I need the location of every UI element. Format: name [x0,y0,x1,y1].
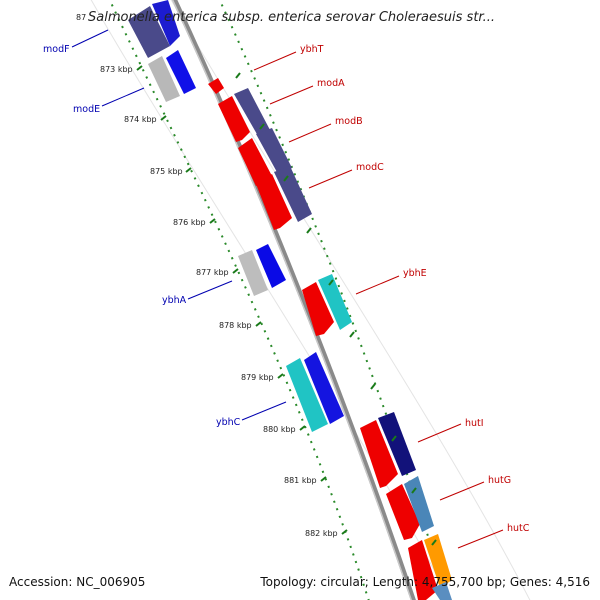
forward-ticks [235,72,437,546]
tick-label-875: 875 kbp [150,167,183,176]
label-modC[interactable]: modC [356,162,384,173]
tick-label-882: 882 kbp [305,529,338,538]
leader-hutI [417,423,462,443]
leader-modA [269,85,314,105]
label-ybhA[interactable]: ybhA [162,295,187,306]
label-modA[interactable]: modA [317,78,345,89]
gene-modA[interactable] [218,88,270,142]
label-modE[interactable]: modE [73,104,100,115]
leader-hutC [457,529,504,549]
gene-modB[interactable] [238,128,292,186]
tick-label-873: 873 kbp [100,65,133,74]
label-hutG[interactable]: hutG [488,475,511,486]
leader-modC [308,169,353,189]
gene-modF[interactable] [128,0,180,58]
gene-hutC[interactable] [408,534,452,600]
gene-modE[interactable] [148,50,196,102]
leader-modE [101,87,145,107]
label-ybhC[interactable]: ybhC [216,417,241,428]
gene-ybhT[interactable] [208,78,224,94]
label-ybhT[interactable]: ybhT [300,44,324,55]
tick-label-872: 87 [76,13,86,22]
gene-ybhC[interactable] [286,352,344,432]
genome-backbone-highlight [171,0,413,600]
label-modB[interactable]: modB [335,116,363,127]
gene-hutG[interactable] [386,476,434,540]
label-hutI[interactable]: hutI [465,418,484,429]
leader-modB [288,123,332,143]
genome-backbone [171,0,416,600]
map-title: Salmonella enterica subsp. enterica sero… [88,10,495,25]
tick-label-878: 878 kbp [219,321,252,330]
tick-label-880: 880 kbp [263,425,296,434]
leader-ybhA [187,280,233,300]
label-ybhE[interactable]: ybhE [403,268,427,279]
label-hutC[interactable]: hutC [507,523,530,534]
gene-hutI[interactable] [360,412,416,488]
tick-label-876: 876 kbp [173,218,206,227]
tick-label-879: 879 kbp [241,373,274,382]
gene-ybhA[interactable] [238,244,286,296]
label-modF[interactable]: modF [43,44,70,55]
leader-modF [71,29,109,48]
leader-ybhC [241,401,287,421]
leader-ybhE [355,275,400,295]
leader-hutG [439,481,485,501]
accession-text: Accession: NC_006905 [9,575,146,589]
gene-ybhE[interactable] [302,274,352,336]
leader-ybhT [253,51,297,71]
map-inner-border [170,0,531,600]
tick-label-877: 877 kbp [196,268,229,277]
tick-label-881: 881 kbp [284,476,317,485]
genome-summary-text: Topology: circular; Length: 4,755,700 bp… [260,575,590,589]
gene-modC[interactable] [256,166,312,230]
tick-labels: 87 873 kbp 874 kbp 875 kbp 876 kbp 877 k… [76,13,348,538]
tick-label-874: 874 kbp [124,115,157,124]
